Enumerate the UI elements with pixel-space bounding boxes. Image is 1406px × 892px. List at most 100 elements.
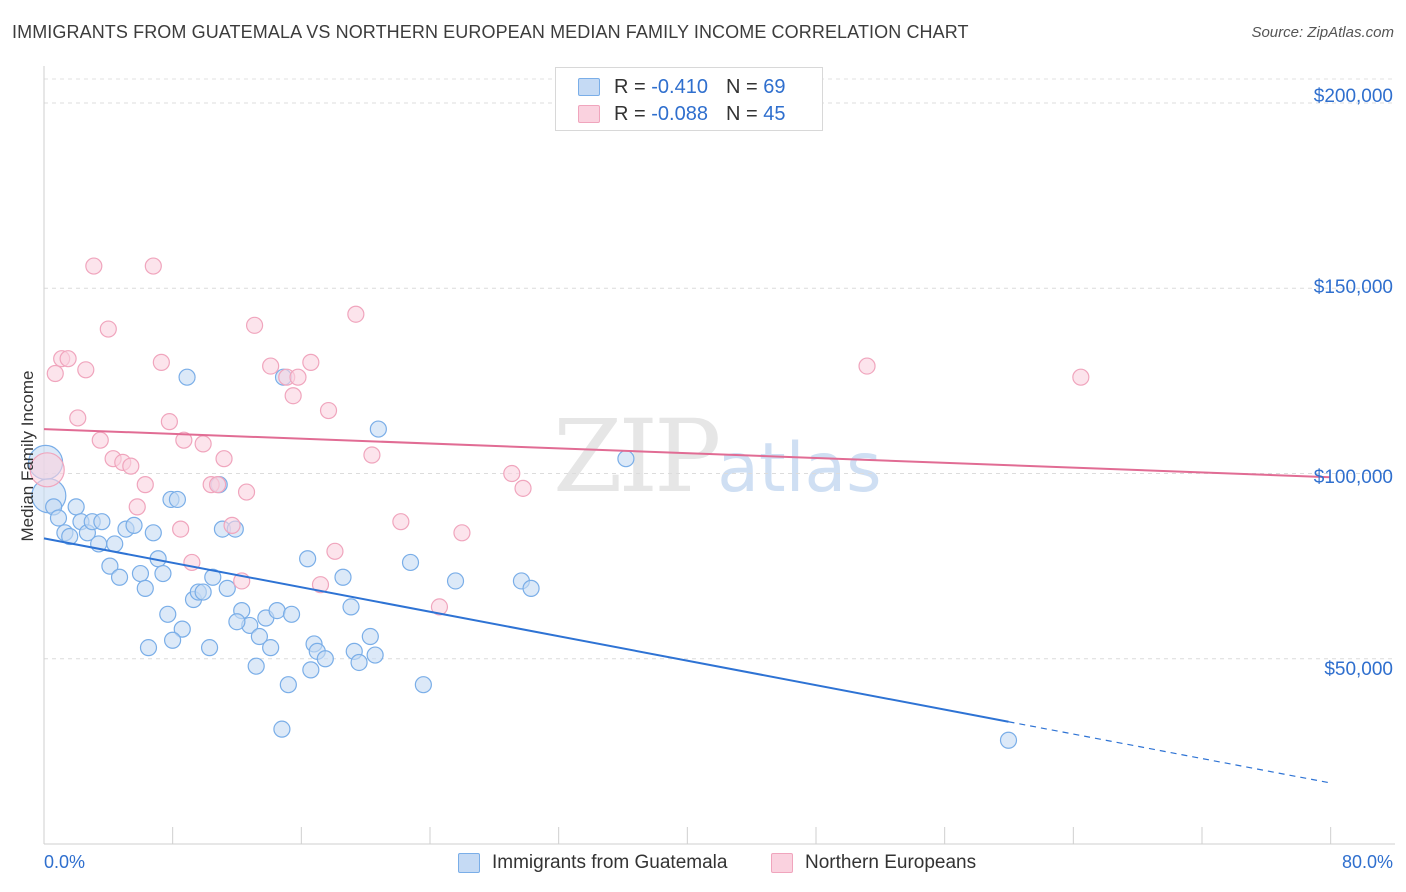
guatemala-point xyxy=(302,661,320,679)
y-axis-label: Median Family Income xyxy=(18,370,37,542)
northern-point xyxy=(503,464,521,483)
northern-point xyxy=(302,353,320,371)
northern-point xyxy=(194,435,212,453)
guatemala-point xyxy=(350,653,368,672)
r-label: R = xyxy=(614,75,646,98)
guatemala-point xyxy=(204,568,222,586)
northern-trend-line xyxy=(43,428,1331,479)
northern-point xyxy=(122,457,140,475)
northern-point xyxy=(237,483,256,501)
northern-point xyxy=(326,542,344,560)
northern-point xyxy=(69,409,87,427)
r-label: R = xyxy=(614,102,646,125)
guatemala-point xyxy=(334,568,352,586)
northern-point xyxy=(91,431,109,449)
guatemala-point xyxy=(316,650,334,668)
northern-point xyxy=(311,576,330,594)
guatemala-point xyxy=(159,605,177,623)
guatemala-point xyxy=(299,550,317,568)
guatemala-point xyxy=(361,627,379,646)
northern-point xyxy=(46,364,64,383)
northern-point xyxy=(392,513,410,531)
northern-point xyxy=(430,598,449,616)
northern-point xyxy=(319,401,338,420)
northern-point xyxy=(858,357,876,375)
guatemala-point xyxy=(522,579,540,597)
guatemala-point xyxy=(250,627,269,646)
source-label: Source: ZipAtlas.com xyxy=(1251,24,1394,41)
northern-point xyxy=(514,479,532,497)
guatemala-point xyxy=(401,553,420,572)
guatemala-point xyxy=(139,639,158,657)
stats-legend: R = -0.410 N = 69 R = -0.088 N = 45 xyxy=(555,67,823,131)
guatemala-trend-extension xyxy=(1008,721,1331,784)
northern-point xyxy=(223,516,241,534)
northern-point xyxy=(160,413,178,431)
legend-swatch-northern xyxy=(771,853,793,873)
northern-point xyxy=(363,446,381,464)
guatemala-point xyxy=(279,676,297,694)
northern-point xyxy=(128,498,146,516)
northern-point xyxy=(289,368,307,386)
guatemala-point xyxy=(110,568,129,586)
northern-point xyxy=(1072,368,1090,386)
guatemala-point xyxy=(125,516,143,534)
guatemala-point xyxy=(617,450,635,468)
northern-point xyxy=(144,257,162,275)
northern-point xyxy=(77,361,95,379)
northern-point xyxy=(152,353,170,371)
watermark: ZIPatlas xyxy=(553,398,882,515)
northern-point xyxy=(245,316,264,334)
legend-label-northern: Northern Europeans xyxy=(805,852,977,873)
guatemala-point xyxy=(369,420,387,438)
y-tick-label-150000: $150,000 xyxy=(1313,277,1393,298)
guatemala-point xyxy=(164,631,182,649)
legend-label-guatemala: Immigrants from Guatemala xyxy=(492,852,728,873)
northern-point xyxy=(284,387,302,405)
n-label: N = xyxy=(725,75,758,98)
guatemala-point xyxy=(67,498,85,516)
guatemala-point xyxy=(93,513,111,531)
guatemala-point xyxy=(268,601,286,620)
guatemala-point xyxy=(101,557,119,575)
northern-point xyxy=(136,476,154,494)
guatemala-point xyxy=(228,613,246,631)
guatemala-point xyxy=(49,509,68,527)
guatemala-swatch xyxy=(578,78,600,96)
guatemala-point xyxy=(366,646,384,664)
r-value: -0.088 xyxy=(651,102,708,125)
guatemala-point xyxy=(106,535,124,553)
guatemala-trend-line xyxy=(43,537,1009,723)
y-tick-label-100000: $100,000 xyxy=(1313,467,1393,488)
guatemala-point xyxy=(131,564,150,583)
watermark-zip: ZIP xyxy=(553,398,721,515)
guatemala-point xyxy=(136,579,154,597)
legend-item-guatemala: Immigrants from Guatemala xyxy=(458,852,727,874)
chart-title: IMMIGRANTS FROM GUATEMALA VS NORTHERN EU… xyxy=(12,22,969,42)
guatemala-point xyxy=(446,572,465,590)
guatemala-point xyxy=(173,620,191,638)
northern-point xyxy=(453,524,471,542)
x-tick-label-min: 0.0% xyxy=(44,852,86,872)
guatemala-point xyxy=(61,527,79,546)
guatemala-point xyxy=(178,368,196,386)
northern-point xyxy=(59,350,77,368)
y-tick-label-50000: $50,000 xyxy=(1324,659,1393,680)
northern-point xyxy=(172,520,190,538)
northern-point xyxy=(262,357,280,375)
stats-legend-row-northern: R = -0.088 N = 45 xyxy=(578,101,785,127)
x-tick-label-max: 80.0% xyxy=(1341,852,1393,872)
guatemala-point xyxy=(194,583,212,601)
northern-point xyxy=(175,431,193,449)
northern-point xyxy=(215,450,233,468)
guatemala-point xyxy=(282,605,301,623)
guatemala-point xyxy=(144,524,162,542)
guatemala-point xyxy=(999,731,1018,749)
northern-point xyxy=(209,476,227,494)
guatemala-point xyxy=(414,676,432,694)
northern-swatch xyxy=(578,105,600,123)
r-value: -0.410 xyxy=(651,75,708,98)
n-value: 69 xyxy=(763,75,786,98)
northern-point xyxy=(347,305,365,323)
